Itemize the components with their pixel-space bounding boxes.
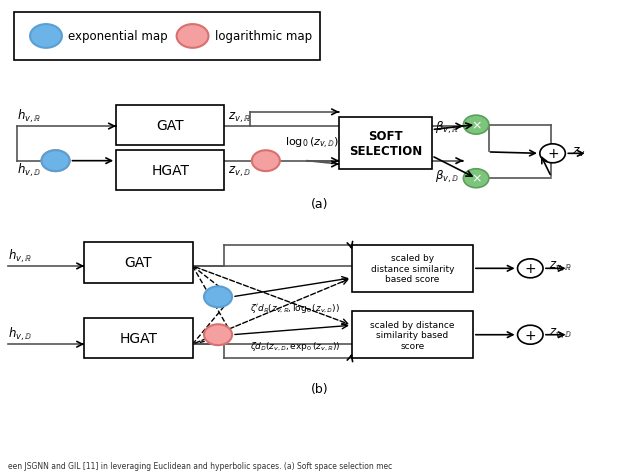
FancyBboxPatch shape xyxy=(352,311,473,359)
FancyBboxPatch shape xyxy=(84,318,193,359)
Text: scaled by distance
similarity based
score: scaled by distance similarity based scor… xyxy=(370,320,454,350)
Text: (a): (a) xyxy=(311,198,329,211)
Text: $h_{v,\mathbb{D}}$: $h_{v,\mathbb{D}}$ xyxy=(8,325,32,342)
Circle shape xyxy=(518,326,543,345)
FancyBboxPatch shape xyxy=(339,117,431,169)
Text: GAT: GAT xyxy=(156,119,184,133)
Text: $\zeta' d_{\mathbb{R}}(z_{v,\mathbb{R}}, \log_0(z_{v,\mathbb{D}}))$: $\zeta' d_{\mathbb{R}}(z_{v,\mathbb{R}},… xyxy=(250,302,340,315)
Text: $\beta_{v,\mathbb{D}}$: $\beta_{v,\mathbb{D}}$ xyxy=(435,169,459,185)
Text: $+$: $+$ xyxy=(547,147,559,161)
Circle shape xyxy=(540,145,565,163)
FancyBboxPatch shape xyxy=(14,13,320,60)
Circle shape xyxy=(204,287,232,307)
Text: HGAT: HGAT xyxy=(120,332,157,346)
Text: $h_{v,\mathbb{D}}$: $h_{v,\mathbb{D}}$ xyxy=(17,161,42,179)
FancyBboxPatch shape xyxy=(116,150,225,191)
Text: $z_{v,\mathbb{D}}$: $z_{v,\mathbb{D}}$ xyxy=(549,326,573,340)
Text: $z_v$: $z_v$ xyxy=(572,145,586,158)
Circle shape xyxy=(204,325,232,346)
Text: $\beta_{v,\mathbb{R}}$: $\beta_{v,\mathbb{R}}$ xyxy=(435,119,459,136)
FancyBboxPatch shape xyxy=(84,243,193,283)
FancyBboxPatch shape xyxy=(116,106,225,146)
Text: $z_{v,\mathbb{D}}$: $z_{v,\mathbb{D}}$ xyxy=(228,165,251,179)
Circle shape xyxy=(42,151,70,172)
FancyBboxPatch shape xyxy=(352,245,473,292)
Circle shape xyxy=(177,25,209,49)
Text: scaled by
distance similarity
based score: scaled by distance similarity based scor… xyxy=(371,254,454,284)
Text: $z_{v,\mathbb{R}}$: $z_{v,\mathbb{R}}$ xyxy=(228,110,250,124)
Text: GAT: GAT xyxy=(125,256,152,270)
Text: SOFT
SELECTION: SOFT SELECTION xyxy=(349,129,422,158)
Text: $+$: $+$ xyxy=(524,328,536,342)
Text: $h_{v,\mathbb{R}}$: $h_{v,\mathbb{R}}$ xyxy=(8,247,32,264)
Text: (b): (b) xyxy=(311,382,329,395)
Text: $h_{v,\mathbb{R}}$: $h_{v,\mathbb{R}}$ xyxy=(17,107,42,124)
Circle shape xyxy=(463,116,489,135)
Text: logarithmic map: logarithmic map xyxy=(215,30,312,43)
Circle shape xyxy=(252,151,280,172)
Text: $\times$: $\times$ xyxy=(471,172,481,185)
Text: $+$: $+$ xyxy=(524,262,536,276)
Text: $\zeta d_{\mathbb{D}}(z_{v,\mathbb{D}}, \exp_0(z_{v,\mathbb{R}}))$: $\zeta d_{\mathbb{D}}(z_{v,\mathbb{D}}, … xyxy=(250,340,340,353)
Text: $z_{v,\mathbb{R}}$: $z_{v,\mathbb{R}}$ xyxy=(549,259,572,274)
Text: $\log_0(z_{v,\mathbb{D}})$: $\log_0(z_{v,\mathbb{D}})$ xyxy=(285,135,339,150)
Text: HGAT: HGAT xyxy=(151,164,189,178)
Text: exponential map: exponential map xyxy=(68,30,168,43)
Circle shape xyxy=(42,151,70,172)
Text: een JSGNN and GIL [11] in leveraging Euclidean and hyperbolic spaces. (a) Soft s: een JSGNN and GIL [11] in leveraging Euc… xyxy=(8,461,392,470)
Text: $\times$: $\times$ xyxy=(471,119,481,132)
Circle shape xyxy=(518,259,543,278)
Circle shape xyxy=(463,169,489,188)
Circle shape xyxy=(30,25,62,49)
